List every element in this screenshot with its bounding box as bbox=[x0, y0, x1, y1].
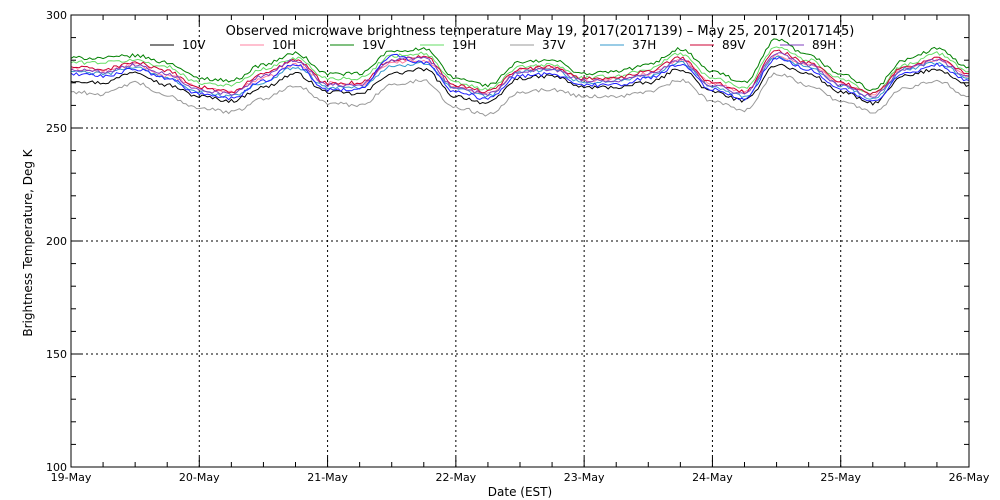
x-axis-label: Date (EST) bbox=[488, 485, 552, 499]
tick-layer: 19-May 20-May 21-May 22-May 23-May 24-May 25-M… bbox=[46, 9, 990, 484]
x-tick-label: 23-May bbox=[564, 471, 605, 484]
y-axis-label: Brightness Temperature, Deg K bbox=[21, 148, 35, 336]
x-tick-label: 24-May bbox=[692, 471, 733, 484]
series-line-37v bbox=[70, 72, 970, 117]
y-tick-label: 300 bbox=[46, 9, 67, 22]
x-tick-label: 25-May bbox=[820, 471, 861, 484]
series-layer bbox=[70, 38, 970, 117]
x-tick-label: 19-May bbox=[51, 471, 92, 484]
legend-label-37h: 37H bbox=[632, 38, 656, 52]
series-line-37h bbox=[70, 55, 969, 100]
y-tick-label: 200 bbox=[46, 235, 67, 248]
series-line-10h bbox=[70, 53, 970, 97]
y-tick-label: 250 bbox=[46, 122, 67, 135]
legend-label-10v: 10V bbox=[182, 38, 206, 52]
series-line-19h bbox=[70, 46, 970, 96]
x-tick-label: 20-May bbox=[179, 471, 220, 484]
legend-label-10h: 10H bbox=[272, 38, 296, 52]
chart-title: Observed microwave brightness temperatur… bbox=[226, 24, 855, 39]
series-line-unlabeled bbox=[70, 53, 970, 102]
legend-label-19h: 19H bbox=[452, 38, 476, 52]
x-tick-label: 26-May bbox=[949, 471, 990, 484]
series-line-89h bbox=[70, 52, 970, 98]
series-line-19v bbox=[70, 38, 970, 92]
legend-label-37v: 37V bbox=[542, 38, 566, 52]
x-tick-label: 22-May bbox=[435, 471, 476, 484]
legend-label-89v: 89V bbox=[722, 38, 746, 52]
y-tick-label: 100 bbox=[46, 461, 67, 474]
series-line-89v bbox=[70, 49, 970, 95]
legend-label-19v: 19V bbox=[362, 38, 386, 52]
x-tick-label: 21-May bbox=[307, 471, 348, 484]
legend-label-89h: 89H bbox=[812, 38, 836, 52]
legend: 10V 10H 19V 19H 37V 37H 89V 89H bbox=[150, 38, 836, 52]
y-tick-label: 150 bbox=[46, 348, 67, 361]
